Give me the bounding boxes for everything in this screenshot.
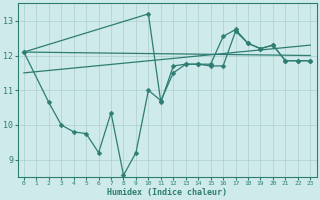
X-axis label: Humidex (Indice chaleur): Humidex (Indice chaleur) [107,188,227,197]
